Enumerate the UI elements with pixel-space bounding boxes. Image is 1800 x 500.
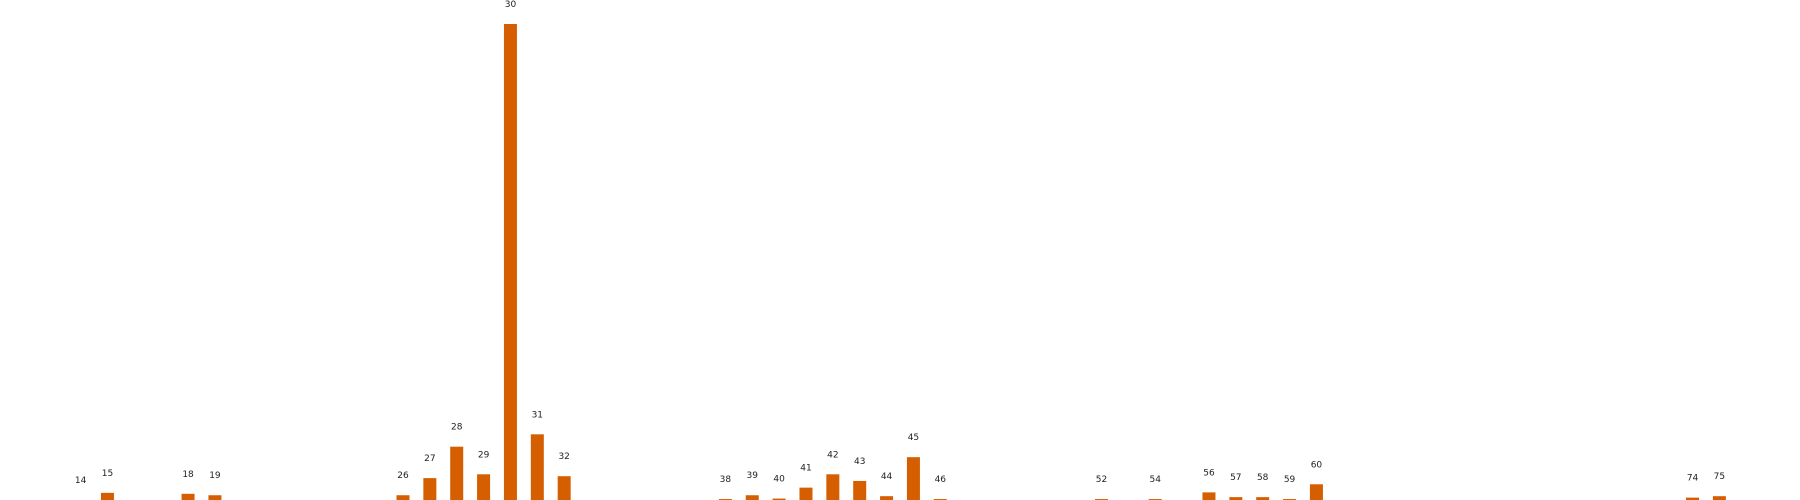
bar-label-41: 41 <box>800 464 811 474</box>
bar-label-15: 15 <box>102 469 113 479</box>
bar-60 <box>1309 484 1323 500</box>
bar-label-28: 28 <box>451 423 463 433</box>
bar-32 <box>557 476 571 500</box>
bar-56 <box>1202 492 1216 500</box>
bar-75 <box>1712 496 1726 500</box>
bar-45 <box>906 457 920 500</box>
bars-group <box>100 24 1726 500</box>
bar-label-75: 75 <box>1714 472 1725 482</box>
bar-31 <box>530 434 544 500</box>
bar-label-31: 31 <box>532 410 543 420</box>
bar-label-58: 58 <box>1257 473 1269 483</box>
bar-label-14: 14 <box>75 476 87 486</box>
bar-26 <box>396 495 410 500</box>
bar-label-42: 42 <box>827 450 838 460</box>
bar-label-40: 40 <box>773 475 785 485</box>
bar-30 <box>503 24 517 500</box>
bar-label-54: 54 <box>1149 475 1161 485</box>
bar-label-38: 38 <box>720 475 732 485</box>
bar-28 <box>450 446 464 500</box>
bar-43 <box>853 480 867 500</box>
bar-label-39: 39 <box>747 471 759 481</box>
bar-label-52: 52 <box>1096 475 1107 485</box>
bar-label-26: 26 <box>397 471 409 481</box>
bar-27 <box>423 478 437 500</box>
bar-29 <box>477 474 491 500</box>
bar-label-74: 74 <box>1687 474 1699 484</box>
bar-39 <box>745 495 759 500</box>
bar-label-27: 27 <box>424 454 435 464</box>
bar-15 <box>100 492 114 500</box>
bar-label-43: 43 <box>854 457 865 467</box>
bar-label-32: 32 <box>558 452 569 462</box>
bar-label-18: 18 <box>182 470 194 480</box>
bar-44 <box>880 496 894 500</box>
bar-label-59: 59 <box>1284 475 1296 485</box>
bar-label-56: 56 <box>1203 468 1215 478</box>
bar-label-57: 57 <box>1230 473 1241 483</box>
bar-19 <box>208 495 222 500</box>
bar-57 <box>1229 497 1243 500</box>
bar-label-19: 19 <box>209 471 221 481</box>
bar-labels-group: 14 15 18 19 26 27 28 29 30 31 32 38 39 40 41 42 43 44 45 46… <box>75 0 1725 486</box>
bar-42 <box>826 474 840 500</box>
bar-58 <box>1256 497 1270 500</box>
bar-label-44: 44 <box>881 472 893 482</box>
bar-label-46: 46 <box>935 475 947 485</box>
bar-label-29: 29 <box>478 450 490 460</box>
bar-41 <box>799 487 813 500</box>
bar-label-45: 45 <box>908 433 919 443</box>
bar-label-30: 30 <box>505 0 517 10</box>
bar-18 <box>181 493 195 500</box>
bar-label-60: 60 <box>1311 460 1323 470</box>
bar-74 <box>1686 497 1700 500</box>
bar-40 <box>772 498 786 500</box>
